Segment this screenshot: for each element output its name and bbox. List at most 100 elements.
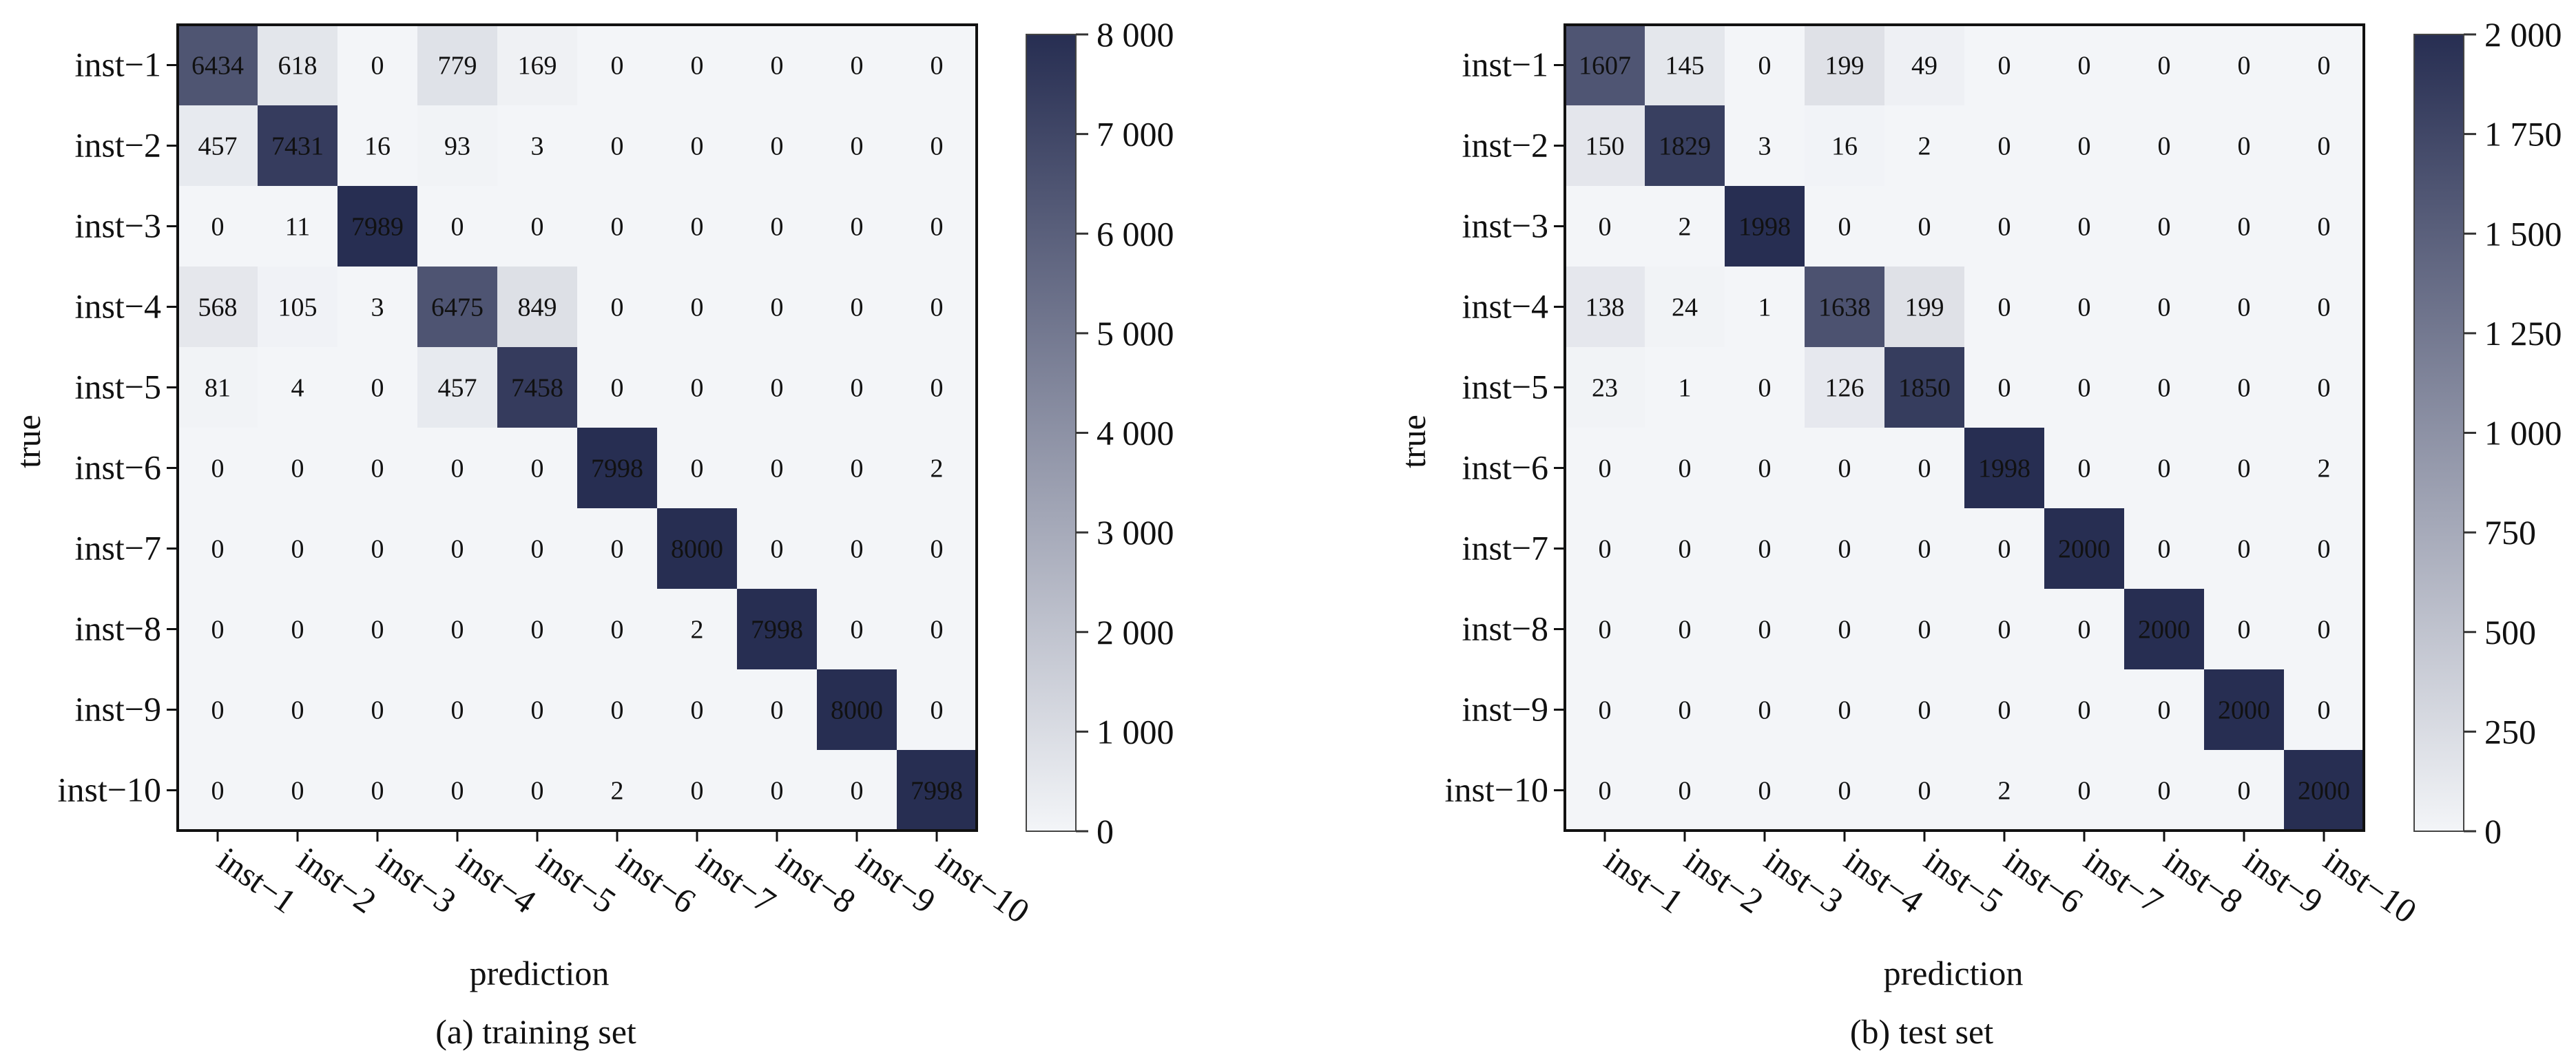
- y-tick-label: inst−2: [1462, 126, 1548, 165]
- heatmap-cell: [737, 750, 818, 831]
- heatmap-cell: [657, 25, 738, 106]
- cell-value-label: 0: [771, 213, 784, 242]
- cell-value-label: 126: [1825, 374, 1865, 403]
- x-tick-label: inst−10: [930, 839, 1037, 930]
- heatmap-cell: [497, 508, 578, 590]
- cell-value-label: 2: [611, 777, 624, 806]
- cell-value-label: 0: [1998, 132, 2011, 161]
- heatmap-cell: [2044, 186, 2125, 267]
- heatmap-cell: [1565, 589, 1645, 670]
- heatmap-cell: [2044, 669, 2125, 751]
- cell-value-label: 0: [451, 777, 464, 806]
- cell-value-label: 0: [291, 535, 304, 564]
- colorbar-tick-label: 0: [2484, 812, 2502, 851]
- x-tick-label: inst−3: [371, 839, 464, 921]
- colorbar-tick-label: 1 250: [2484, 314, 2562, 353]
- heatmap-cell: [897, 669, 977, 751]
- cell-value-label: 0: [1838, 696, 1851, 725]
- cell-value-label: 0: [211, 213, 225, 242]
- cell-value-label: 2: [1679, 213, 1692, 242]
- heatmap-cell: [2044, 267, 2125, 348]
- heatmap-cell: [2044, 25, 2125, 106]
- cell-value-label: 0: [611, 132, 624, 161]
- heatmap-cell: [337, 508, 418, 590]
- cell-value-label: 0: [2158, 535, 2171, 564]
- heatmap-cell: [258, 347, 338, 428]
- cell-value-label: 0: [1599, 213, 1612, 242]
- cell-value-label: 0: [1838, 777, 1851, 806]
- heatmap-cell: [1645, 25, 1725, 106]
- x-tick-label: inst−9: [2237, 839, 2330, 921]
- heatmap-cell: [258, 105, 338, 187]
- cell-value-label: 145: [1665, 52, 1705, 81]
- cell-value-label: 0: [2078, 777, 2091, 806]
- heatmap-cell: [1805, 669, 1885, 751]
- colorbar-tick-label: 7 000: [1097, 115, 1174, 154]
- heatmap-cell: [178, 750, 258, 831]
- cell-value-label: 4: [291, 374, 304, 403]
- heatmap-cell: [497, 105, 578, 187]
- cell-value-label: 0: [1998, 374, 2011, 403]
- y-tick-label: inst−7: [1462, 529, 1548, 567]
- cell-value-label: 457: [438, 374, 477, 403]
- cell-value-label: 0: [851, 132, 864, 161]
- heatmap-cell: [657, 750, 738, 831]
- cell-value-label: 0: [2078, 374, 2091, 403]
- heatmap-cell: [2204, 25, 2285, 106]
- heatmap-cell: [417, 105, 498, 187]
- heatmap-cell: [417, 267, 498, 348]
- heatmap-cell: [417, 669, 498, 751]
- heatmap-cell: [817, 669, 897, 751]
- y-axis-label: true: [1394, 415, 1433, 468]
- heatmap-cell: [1565, 428, 1645, 509]
- training-set-chart: 6434 618 0 779 169 0 0 0 0 0 457 7431 16 93 3 0 0 0 0 0 0 11 7…: [9, 15, 1174, 1051]
- heatmap-cell: [577, 589, 658, 670]
- cell-value-label: 0: [851, 455, 864, 483]
- x-tick-label: inst−4: [450, 839, 543, 921]
- heatmap-cell: [2204, 750, 2285, 831]
- colorbar-tick-label: 2 000: [1097, 613, 1174, 651]
- heatmap-cell: [817, 25, 897, 106]
- cell-value-label: 7998: [591, 455, 643, 483]
- colorbar-tick-label: 3 000: [1097, 513, 1174, 552]
- cell-value-label: 2: [931, 455, 944, 483]
- heatmap-cell: [178, 267, 258, 348]
- heatmap-cell: [497, 669, 578, 751]
- y-tick-label: inst−5: [75, 368, 161, 406]
- heatmap-cell: [497, 267, 578, 348]
- heatmap-cell: [737, 25, 818, 106]
- cell-value-label: 0: [771, 535, 784, 564]
- heatmap-cell: [1805, 267, 1885, 348]
- heatmap-cell: [2204, 347, 2285, 428]
- x-tick-label: inst−2: [291, 839, 384, 921]
- cell-value-label: 0: [291, 777, 304, 806]
- heatmap-cell: [897, 25, 977, 106]
- cell-value-label: 0: [2158, 374, 2171, 403]
- heatmap-cell: [817, 428, 897, 509]
- heatmap-cell: [2284, 186, 2365, 267]
- x-tick-label: inst−8: [2157, 839, 2250, 921]
- cell-value-label: 0: [611, 374, 624, 403]
- x-tick-label: inst−5: [530, 839, 623, 921]
- colorbar-tick-label: 0: [1097, 812, 1114, 851]
- cell-value-label: 1998: [1978, 455, 2030, 483]
- cell-value-label: 0: [1679, 777, 1692, 806]
- heatmap-cell: [1565, 267, 1645, 348]
- heatmap-cell: [2044, 589, 2125, 670]
- heatmap-cell: [577, 186, 658, 267]
- cell-value-label: 0: [291, 696, 304, 725]
- cell-value-label: 7998: [911, 777, 963, 806]
- heatmap-cell: [1725, 267, 1805, 348]
- heatmap-cell: [737, 186, 818, 267]
- heatmap-cell: [1964, 267, 2045, 348]
- cell-value-label: 1: [1679, 374, 1692, 403]
- cell-value-label: 8000: [831, 696, 883, 725]
- heatmap-cell: [497, 589, 578, 670]
- heatmap-cell: [1964, 186, 2045, 267]
- colorbar-tick-label: 1 000: [1097, 712, 1174, 751]
- heatmap-cell: [657, 669, 738, 751]
- cell-value-label: 0: [1918, 616, 1931, 645]
- heatmap-cell: [1645, 669, 1725, 751]
- cell-value-label: 0: [2078, 213, 2091, 242]
- cell-value-label: 0: [931, 213, 944, 242]
